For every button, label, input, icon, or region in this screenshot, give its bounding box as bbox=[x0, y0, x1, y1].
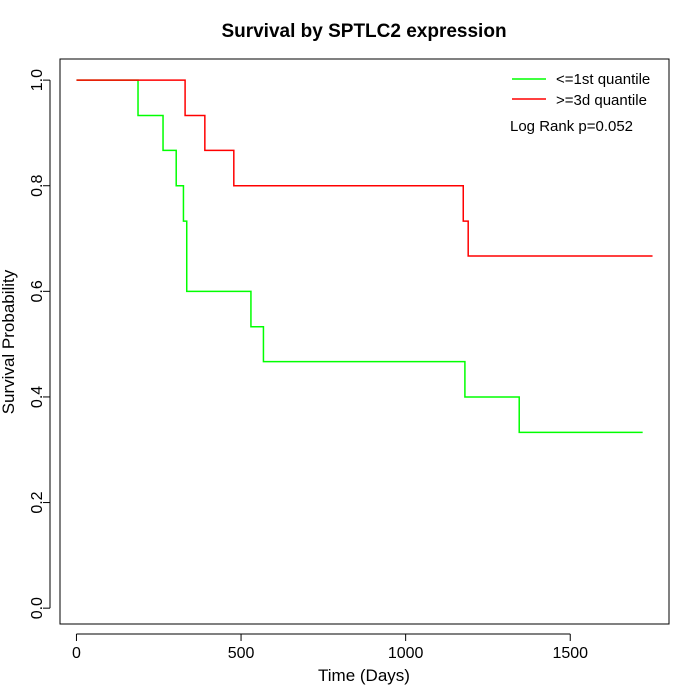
y-tick-label: 0.2 bbox=[29, 491, 46, 513]
x-tick-label: 1000 bbox=[388, 645, 424, 662]
y-axis-label: Survival Probability bbox=[0, 269, 18, 414]
x-axis-label: Time (Days) bbox=[318, 666, 410, 685]
legend-label-lower-quantile: <=1st quantile bbox=[556, 71, 650, 88]
x-tick-label: 0 bbox=[72, 645, 81, 662]
survival-curve-upper-quantile bbox=[76, 79, 653, 257]
y-tick-label: 0.8 bbox=[29, 175, 46, 197]
x-axis: 0 500 1000 1500 bbox=[72, 633, 588, 662]
legend-label-upper-quantile: >=3d quantile bbox=[556, 92, 647, 109]
x-tick-label: 500 bbox=[228, 645, 255, 662]
survival-curve-lower-quantile bbox=[76, 79, 643, 434]
plot-frame bbox=[59, 58, 670, 625]
y-tick-label: 0.6 bbox=[29, 280, 46, 302]
y-axis: 0.0 0.2 0.4 0.6 0.8 1.0 bbox=[29, 69, 51, 619]
y-tick-label: 0.4 bbox=[29, 386, 46, 408]
y-tick-label: 1.0 bbox=[29, 69, 46, 91]
y-tick-label: 0.0 bbox=[29, 597, 46, 619]
series-layer bbox=[76, 79, 653, 434]
legend: <=1st quantile >=3d quantile bbox=[512, 71, 650, 109]
x-tick-label: 1500 bbox=[552, 645, 588, 662]
chart-title: Survival by SPTLC2 expression bbox=[221, 21, 506, 42]
log-rank-annotation: Log Rank p=0.052 bbox=[510, 118, 633, 135]
